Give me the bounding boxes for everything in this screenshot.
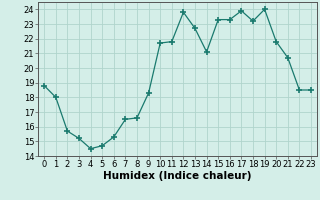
X-axis label: Humidex (Indice chaleur): Humidex (Indice chaleur) [103, 171, 252, 181]
